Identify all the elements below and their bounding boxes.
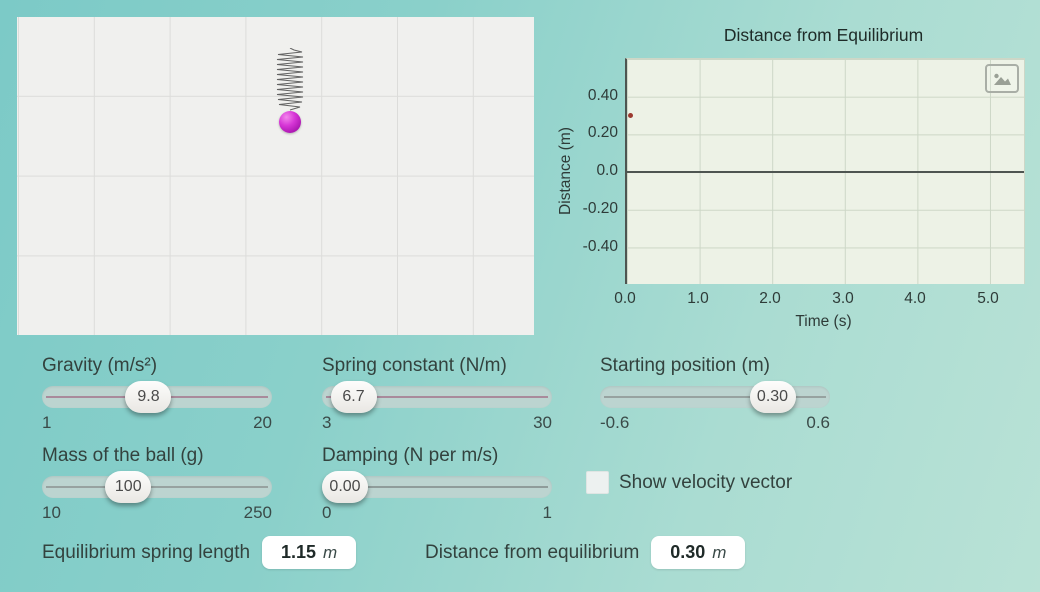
x-tick: 3.0 bbox=[832, 290, 854, 307]
slider-min-label: -0.6 bbox=[600, 413, 630, 432]
y-axis-title: Distance (m) bbox=[557, 127, 574, 215]
mass-slider-thumb[interactable]: 100 bbox=[105, 471, 152, 503]
simulation-canvas[interactable] bbox=[17, 17, 534, 335]
spring-constant-slider-range: 3 30 bbox=[322, 413, 552, 433]
starting-position-slider-range: -0.6 0.6 bbox=[600, 413, 830, 433]
slider-track-line bbox=[326, 396, 548, 398]
y-tick: 0.0 bbox=[596, 162, 618, 179]
starting-position-slider: Starting position (m) 0.30 -0.6 0.6 bbox=[600, 355, 830, 435]
equilibrium-spring-length-label: Equilibrium spring length bbox=[42, 541, 251, 563]
y-tick: 0.40 bbox=[587, 87, 618, 104]
equilibrium-spring-length-readout: Equilibrium spring length 1.15 m bbox=[42, 536, 357, 569]
x-tick: 5.0 bbox=[977, 290, 999, 307]
show-velocity-vector-row: Show velocity vector bbox=[586, 471, 792, 494]
slider-max-label: 250 bbox=[243, 503, 272, 522]
readout-unit: m bbox=[712, 542, 727, 562]
x-axis-tick-labels: 0.0 1.0 2.0 3.0 4.0 5.0 bbox=[614, 290, 1022, 310]
image-icon bbox=[994, 73, 1011, 85]
damping-slider-label: Damping (N per m/s) bbox=[322, 445, 499, 466]
slider-min-label: 1 bbox=[42, 413, 52, 432]
distance-from-equilibrium-readout: Distance from equilibrium 0.30 m bbox=[425, 536, 746, 569]
distance-from-equilibrium-label: Distance from equilibrium bbox=[425, 541, 640, 563]
mass-slider-label: Mass of the ball (g) bbox=[42, 445, 204, 466]
x-tick: 1.0 bbox=[687, 290, 709, 307]
spring-coil bbox=[276, 48, 304, 111]
readout-value: 0.30 bbox=[670, 542, 706, 562]
starting-position-slider-label: Starting position (m) bbox=[600, 355, 771, 376]
y-tick: -0.20 bbox=[582, 200, 618, 217]
slider-track-line bbox=[326, 486, 548, 488]
readout-value: 1.15 bbox=[280, 542, 316, 562]
readout-unit: m bbox=[323, 542, 338, 562]
gravity-slider-thumb[interactable]: 9.8 bbox=[125, 381, 172, 413]
distance-from-equilibrium-value-box: 0.30 m bbox=[651, 536, 746, 569]
y-axis-tick-labels: 0.40 0.20 0.0 -0.20 -0.40 bbox=[538, 0, 618, 300]
data-point bbox=[628, 113, 633, 118]
starting-position-slider-track[interactable] bbox=[600, 386, 830, 408]
slider-max-label: 30 bbox=[533, 413, 552, 432]
slider-track-line bbox=[604, 396, 826, 398]
gravity-slider-label: Gravity (m/s²) bbox=[42, 355, 158, 376]
show-velocity-vector-checkbox[interactable] bbox=[586, 471, 609, 494]
equilibrium-spring-length-value-box: 1.15 m bbox=[262, 536, 357, 569]
show-velocity-vector-label: Show velocity vector bbox=[619, 471, 793, 493]
slider-min-label: 10 bbox=[42, 503, 61, 522]
gravity-slider-range: 1 20 bbox=[42, 413, 272, 433]
damping-slider: Damping (N per m/s) 0.00 0 1 bbox=[322, 445, 552, 525]
zero-axis-line bbox=[627, 171, 1024, 173]
y-tick: -0.40 bbox=[582, 238, 618, 255]
slider-max-label: 20 bbox=[253, 413, 272, 432]
mass-slider: Mass of the ball (g) 100 10 250 bbox=[42, 445, 272, 525]
slider-max-label: 1 bbox=[542, 503, 552, 522]
x-axis-title: Time (s) bbox=[795, 313, 852, 330]
export-image-button[interactable] bbox=[985, 64, 1019, 93]
chart-title: Distance from Equilibrium bbox=[723, 25, 924, 45]
x-tick: 0.0 bbox=[614, 290, 636, 307]
spring-constant-slider-track[interactable] bbox=[322, 386, 552, 408]
slider-max-label: 0.6 bbox=[806, 413, 830, 432]
gravity-slider: Gravity (m/s²) 9.8 1 20 bbox=[42, 355, 272, 435]
spring-constant-slider-label: Spring constant (N/m) bbox=[322, 355, 507, 376]
starting-position-slider-thumb[interactable]: 0.30 bbox=[749, 381, 796, 413]
slider-track-line bbox=[46, 486, 268, 488]
mass-slider-range: 10 250 bbox=[42, 503, 272, 523]
chart-plot-area bbox=[625, 58, 1025, 284]
damping-slider-range: 0 1 bbox=[322, 503, 552, 523]
spring-constant-slider: Spring constant (N/m) 6.7 3 30 bbox=[322, 355, 552, 435]
slider-min-label: 0 bbox=[322, 503, 332, 522]
x-tick: 2.0 bbox=[759, 290, 781, 307]
mass-slider-track[interactable] bbox=[42, 476, 272, 498]
slider-min-label: 3 bbox=[322, 413, 332, 432]
damping-slider-thumb[interactable]: 0.00 bbox=[322, 471, 368, 503]
damping-slider-track[interactable] bbox=[322, 476, 552, 498]
y-tick: 0.20 bbox=[587, 124, 618, 141]
x-tick: 4.0 bbox=[904, 290, 926, 307]
spring-constant-slider-thumb[interactable]: 6.7 bbox=[330, 381, 377, 413]
spring-ball[interactable] bbox=[279, 111, 301, 133]
